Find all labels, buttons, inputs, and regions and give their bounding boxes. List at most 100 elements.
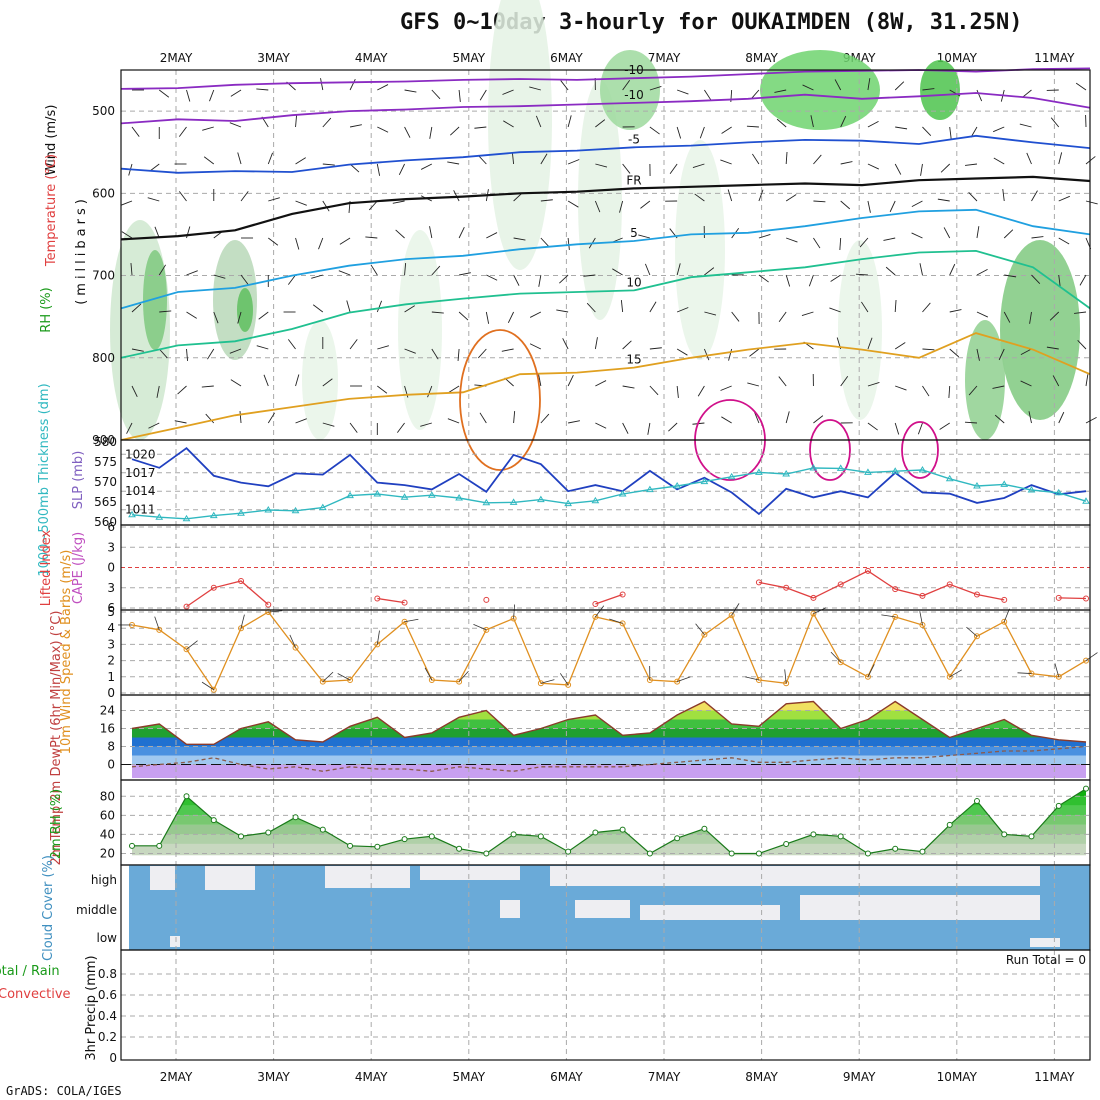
rh-marker (1001, 831, 1008, 838)
wind-barb (256, 345, 269, 350)
rh-band (132, 815, 1086, 825)
cape-label: CAPE (J/kg) (71, 532, 86, 604)
wind-barb (808, 274, 814, 287)
thickness-marker (891, 467, 900, 474)
wind-barb (377, 345, 389, 350)
thickness-marker (291, 506, 300, 514)
wind-barb (339, 237, 351, 245)
wind-speed-marker (210, 686, 217, 693)
cloud-gap (325, 866, 410, 888)
li-marker (946, 581, 953, 588)
wind-barb-10m (376, 630, 380, 645)
wind-speed-marker (592, 613, 599, 620)
thickness-marker (836, 464, 845, 471)
isotherm-line (120, 134, 1091, 174)
wind-barb (894, 163, 902, 175)
wind-barb (229, 122, 242, 128)
wind-barb (240, 191, 249, 202)
wind-barb-10m (609, 618, 623, 624)
wind-barb-10m (240, 614, 245, 629)
wind-barb-10m (745, 676, 760, 681)
rh-marker (1083, 785, 1089, 792)
wind-speed-marker (292, 644, 299, 651)
wind-barb (538, 274, 542, 287)
thickness-marker (400, 493, 409, 500)
rh-shade (302, 320, 338, 440)
wind-barb (830, 274, 841, 282)
cloud-gap (550, 866, 1040, 886)
wind-barb (322, 117, 332, 128)
wind-barb (398, 163, 405, 175)
wind-barb-10m (881, 614, 896, 618)
wind-barb (1026, 152, 1032, 165)
wind-barb-10m (540, 679, 555, 684)
wind-barb (704, 311, 717, 316)
wind-barb (178, 126, 187, 137)
wind-barb (349, 79, 356, 91)
cloud-gap (170, 936, 180, 947)
wind-barb (867, 382, 880, 387)
li-marker (183, 603, 190, 610)
wind-barb (840, 115, 847, 128)
wind-barb (148, 422, 160, 429)
wind-barb (747, 382, 760, 387)
wind-barb (949, 263, 956, 276)
wind-barb (540, 237, 550, 248)
wind-barb (130, 263, 133, 276)
slp-right-label: SLP (mb) (71, 451, 86, 510)
rh-marker (728, 850, 735, 857)
wind-barb (694, 193, 705, 202)
wind-speed-marker (1083, 657, 1089, 664)
wind-barb-10m (731, 603, 740, 616)
isotherm-line (120, 208, 1091, 310)
wind-barb-10m (513, 604, 515, 619)
wind-barb (948, 385, 951, 399)
wind-barb (640, 200, 651, 209)
upper-ylabel: (millibars) (74, 195, 89, 305)
day-label-bottom: 10MAY (937, 1070, 978, 1084)
wind-tick: 0 (107, 686, 115, 700)
wind-barb-10m (559, 673, 569, 686)
rh-marker (347, 842, 354, 849)
wind-barb (746, 125, 759, 128)
isotherm-line (120, 332, 1091, 441)
wind-barb (312, 304, 324, 313)
rh-line (132, 788, 1087, 855)
wind-barb (396, 422, 405, 433)
wind-barb (147, 197, 160, 202)
wind-barb (649, 126, 660, 135)
thickness-marker (318, 503, 327, 511)
wind-barb (867, 163, 880, 170)
wind-barb (567, 200, 579, 208)
wind-barb (450, 126, 460, 136)
run-total-label: Run Total = 0 (1006, 953, 1086, 967)
wind-speed-marker (565, 681, 572, 688)
wind-barb (529, 343, 542, 350)
wind-barb (479, 89, 487, 101)
pressure-tick: 800 (92, 351, 115, 365)
isotherm-label: 5 (630, 226, 638, 240)
wind-barb (813, 415, 824, 424)
wind-speed-marker (973, 633, 980, 640)
wind-speed-marker (619, 620, 626, 627)
wind-barb (295, 418, 307, 424)
wind-barb (1058, 152, 1063, 165)
wind-barb (699, 126, 705, 139)
thickness-marker (864, 468, 872, 475)
wind-barb (669, 163, 678, 174)
wind-barb (894, 422, 900, 435)
wind-barb (894, 81, 905, 91)
wind-barb (177, 385, 187, 395)
day-label-top: 5MAY (452, 51, 485, 65)
wind-barb (894, 342, 906, 350)
wind-barb (704, 89, 712, 101)
wind-barb (778, 311, 787, 322)
wind-barb (131, 126, 140, 137)
wind-barb (420, 422, 432, 427)
wind-barb-10m (1017, 672, 1032, 674)
thickness-tick: 575 (94, 455, 117, 469)
wind-barb (404, 89, 417, 93)
wind-barb (186, 270, 198, 276)
cloud-gap (500, 900, 520, 918)
wind-barb (1031, 274, 1041, 284)
